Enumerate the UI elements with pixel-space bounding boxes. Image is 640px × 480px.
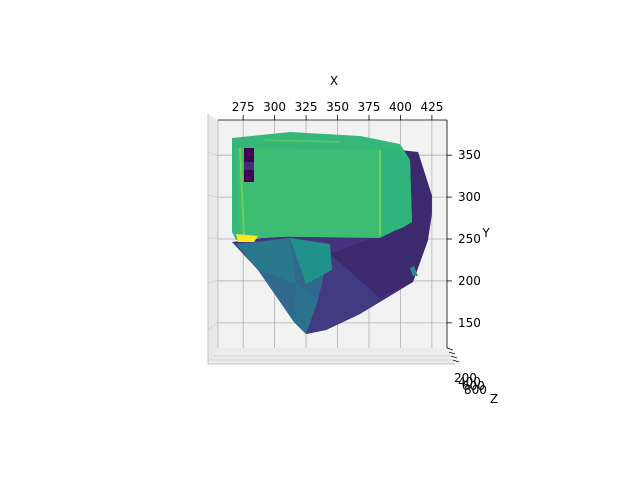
left-pane-grid: [207, 151, 219, 331]
y-axis-label: Y: [481, 226, 490, 240]
x-ticks: 275 300 325 350 375 400 425: [232, 100, 443, 120]
y-tick-label: 350: [458, 148, 481, 162]
x-axis-label: X: [330, 74, 338, 88]
x-tick-label: 325: [295, 100, 318, 114]
surface-object: [232, 132, 432, 334]
y-tick-label: 250: [458, 232, 481, 246]
x-tick-label: 375: [358, 100, 381, 114]
z-tick-label: 200: [454, 371, 477, 385]
surface-green-band: [380, 148, 412, 238]
surface-green-front: [236, 148, 380, 238]
surface-yellow-highlight: [236, 234, 258, 242]
z-tick-label: 800: [464, 383, 487, 397]
x-tick-label: 425: [420, 100, 443, 114]
y-tick-label: 200: [458, 274, 481, 288]
surface-notch-inner: [244, 162, 254, 170]
surface-teal-facet-2: [290, 238, 332, 284]
surface-stripe: [239, 147, 245, 237]
x-tick-label: 275: [232, 100, 255, 114]
surface-teal-facet: [236, 238, 296, 284]
x-tick-label: 300: [263, 100, 286, 114]
z-axis-label: Z: [490, 392, 498, 406]
z-tick-label: 400: [458, 375, 481, 389]
surface-small-tab: [410, 266, 418, 276]
surface-teal-facet-3: [294, 284, 318, 334]
surface-purple-lower: [306, 254, 380, 334]
axis-lines: [218, 119, 448, 348]
surface-stripe: [263, 139, 341, 143]
y-ticks: 150 200 250 300 350: [447, 148, 481, 330]
z-axis: 200 400 600 800: [446, 347, 487, 397]
y-tick-label: 300: [458, 190, 481, 204]
pane-edges: [207, 114, 455, 365]
left-pane: [208, 114, 218, 364]
bottom-pane-grid: [210, 355, 453, 361]
y-tick-label: 150: [458, 316, 481, 330]
x-tick-label: 400: [389, 100, 412, 114]
z-tick-label: 600: [462, 379, 485, 393]
x-tick-label: 350: [326, 100, 349, 114]
